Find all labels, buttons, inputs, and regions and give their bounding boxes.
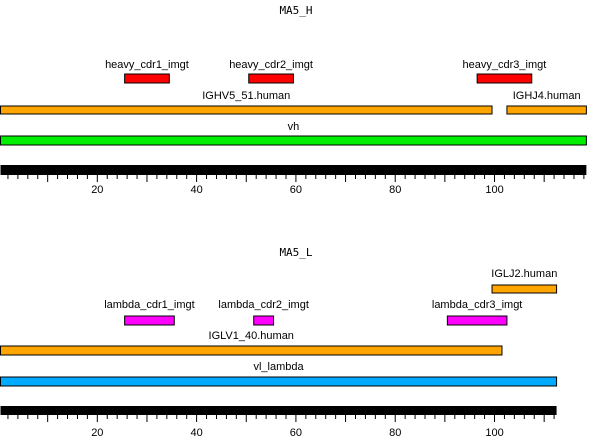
- panel-ma5_l: MA5_L IGLJ2.human lambda_cdr1_imgt lambda_c…: [0, 246, 558, 439]
- feature-label: heavy_cdr2_imgt: [229, 59, 313, 71]
- feature-bar: [253, 315, 275, 326]
- tick-label: 100: [485, 427, 503, 439]
- feature-label: heavy_cdr1_imgt: [105, 59, 189, 71]
- feature-label: IGHV5_51.human: [202, 90, 290, 102]
- feature-bar: [124, 315, 175, 326]
- feature-label: IGLJ2.human: [491, 268, 557, 280]
- tick-label: 60: [290, 184, 302, 196]
- feature-label: lambda_cdr1_imgt: [104, 299, 195, 311]
- feature-label: lambda_cdr2_imgt: [218, 299, 309, 311]
- scale-bar: [0, 406, 557, 415]
- feature-bar: [0, 345, 503, 356]
- tick-label: 100: [485, 184, 503, 196]
- feature-label: IGHJ4.human: [513, 90, 581, 102]
- feature-bar: [476, 73, 533, 84]
- feature-label: vl_lambda: [253, 361, 304, 373]
- feature-bar: [506, 105, 587, 115]
- feature-label: IGLV1_40.human: [209, 330, 294, 342]
- panel-title: MA5_L: [279, 246, 312, 259]
- scale-bar: [0, 165, 587, 175]
- feature-bar: [0, 135, 587, 146]
- tick-label: 80: [389, 184, 401, 196]
- feature-label: heavy_cdr3_imgt: [463, 59, 547, 71]
- tick-label: 60: [290, 427, 302, 439]
- feature-bar: [124, 73, 170, 84]
- feature-label: lambda_cdr3_imgt: [432, 299, 523, 311]
- tick-label: 40: [190, 184, 202, 196]
- feature-bar: [248, 73, 294, 84]
- tick-label: 40: [190, 427, 202, 439]
- panel-title: MA5_H: [279, 4, 312, 17]
- tick-label: 80: [389, 427, 401, 439]
- feature-bar: [0, 105, 493, 115]
- feature-bar: [491, 284, 558, 294]
- tick-label: 20: [91, 184, 103, 196]
- tick-label: 20: [91, 427, 103, 439]
- panel-ma5_h: MA5_H heavy_cdr1_imgt heavy_cdr2_imgt heavy…: [0, 4, 587, 196]
- feature-label: vh: [288, 121, 300, 133]
- feature-bar: [0, 376, 558, 387]
- feature-bar: [446, 315, 508, 326]
